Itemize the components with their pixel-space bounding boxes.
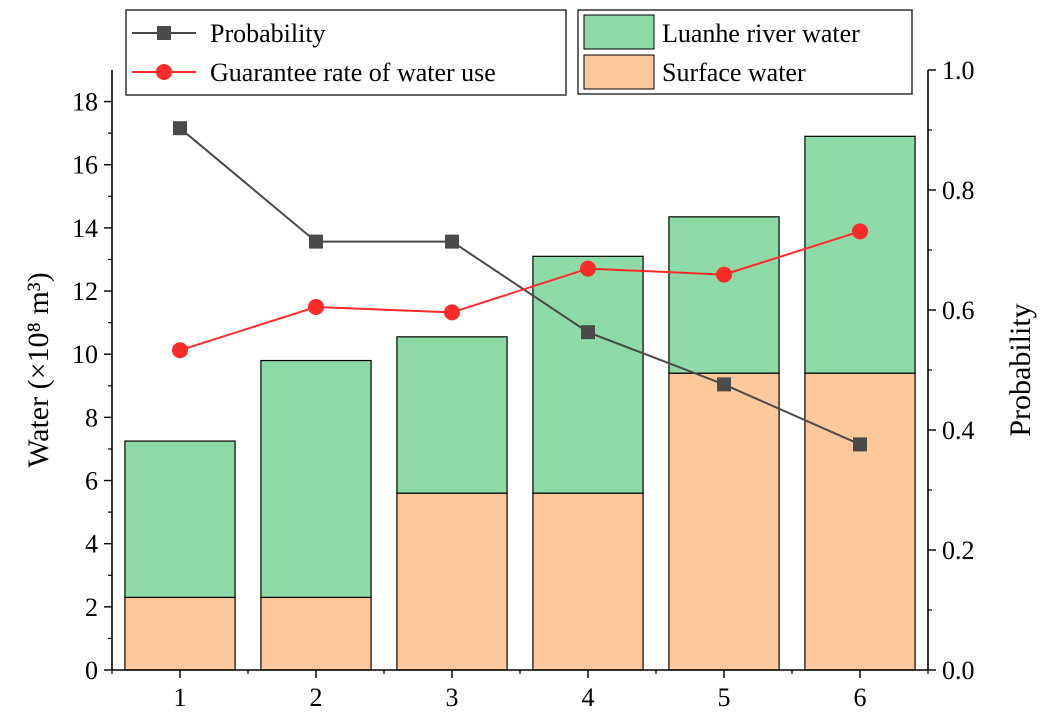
line-guarantee (179, 230, 861, 352)
point-guarantee-4 (580, 260, 596, 277)
y-left-tick-label-6: 6 (85, 467, 98, 496)
bar-surface-3 (396, 492, 508, 671)
point-guarantee-3 (444, 304, 460, 321)
bar-luanhe-1 (124, 440, 236, 598)
bar-luanhe-5 (668, 216, 780, 374)
y-left-tick-label-14: 14 (72, 214, 98, 243)
y-axis-right-title: Probability (1004, 303, 1037, 436)
legend-probability-label: Probability (210, 19, 326, 48)
bar-surface-4 (532, 492, 644, 671)
legend-probability-marker (157, 26, 171, 40)
legend-surface-label: Surface water (662, 58, 806, 87)
y-right-tick-label-0.8: 0.8 (942, 176, 975, 205)
y-left-tick-label-12: 12 (72, 277, 98, 306)
bar-surface-1 (124, 596, 236, 671)
bars-group (124, 135, 916, 671)
point-guarantee-5 (716, 266, 732, 283)
point-probability-3 (445, 234, 459, 249)
y-left-tick-label-18: 18 (72, 88, 98, 117)
bar-surface-5 (668, 372, 780, 671)
x-tick-label-1: 1 (174, 683, 187, 712)
x-tick-label-5: 5 (718, 683, 731, 712)
y-right-tick-label-0.2: 0.2 (942, 536, 975, 565)
x-tick-label-6: 6 (854, 683, 867, 712)
point-guarantee-2 (308, 299, 324, 315)
bar-luanhe-6 (804, 135, 916, 374)
legend-guarantee-label: Guarantee rate of water use (210, 58, 496, 87)
y-right-tick-label-0.0: 0.0 (942, 656, 975, 685)
y-left-tick-label-2: 2 (85, 593, 98, 622)
legend-guarantee-marker (156, 64, 172, 80)
x-tick-label-4: 4 (582, 683, 595, 712)
bar-surface-6 (804, 372, 916, 671)
line-probability (179, 127, 861, 446)
point-guarantee-1 (172, 342, 188, 359)
y-left-tick-label-8: 8 (85, 403, 98, 432)
x-tick-label-2: 2 (310, 683, 323, 712)
y-right-tick-label-1.0: 1.0 (942, 56, 975, 85)
x-tick-label-3: 3 (446, 683, 459, 712)
bar-surface-2 (260, 596, 372, 671)
lines-group (172, 121, 868, 452)
legend-luanhe-label: Luanhe river water (662, 19, 860, 48)
y-axis-left-title: Water (×10⁸ m³) (22, 272, 55, 468)
legend-lines-frame (125, 9, 567, 96)
point-probability-4 (581, 325, 595, 340)
y-left-tick-label-10: 10 (72, 340, 98, 369)
legend-luanhe-swatch (583, 14, 655, 50)
y-right-tick-label-0.4: 0.4 (942, 416, 975, 445)
bar-luanhe-4 (532, 255, 644, 494)
point-probability-5 (717, 377, 731, 392)
legend-lines: Probability Guarantee rate of water use (125, 9, 567, 96)
point-guarantee-6 (852, 223, 868, 240)
point-probability-2 (309, 234, 323, 249)
legend-bars: Luanhe river water Surface water (577, 9, 913, 95)
y-right-tick-label-0.6: 0.6 (942, 296, 975, 325)
y-left-tick-label-16: 16 (72, 151, 98, 180)
legend-surface-swatch (583, 54, 655, 90)
bar-luanhe-3 (396, 336, 508, 494)
y-left-tick-label-0: 0 (85, 656, 98, 685)
bar-luanhe-2 (260, 359, 372, 598)
point-probability-6 (853, 437, 867, 452)
point-probability-1 (173, 121, 187, 136)
y-left-tick-label-4: 4 (85, 530, 98, 559)
